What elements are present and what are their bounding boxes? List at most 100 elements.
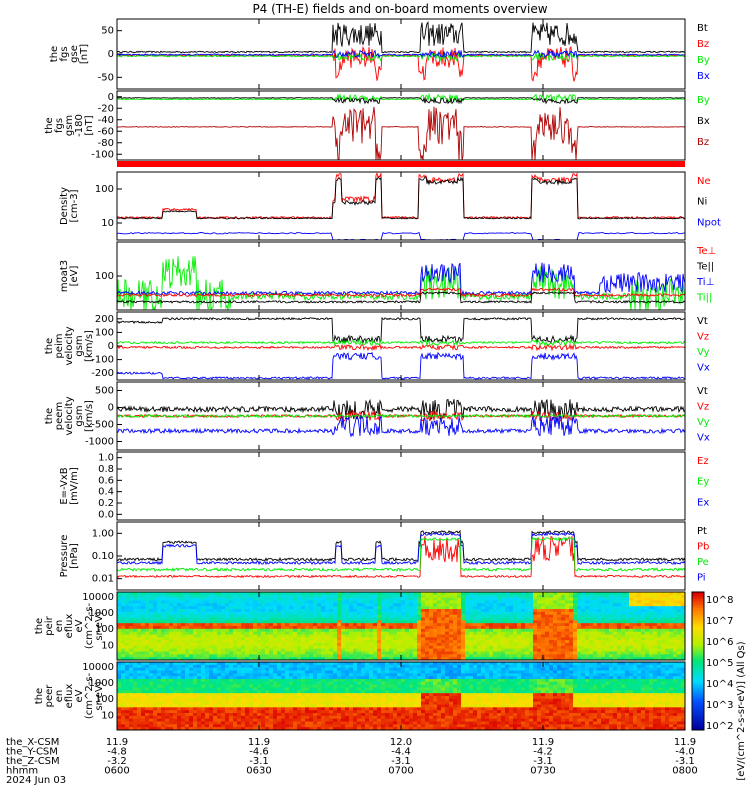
spectrogram-cell [653, 623, 658, 627]
spectrogram-cell [221, 721, 226, 725]
spectrogram-cell [605, 606, 610, 610]
spectrogram-cell [265, 713, 270, 717]
spectrogram-cell [381, 617, 386, 621]
spectrogram-cell [321, 640, 326, 644]
spectrogram-cell [385, 609, 390, 613]
spectrogram-cell [449, 640, 454, 644]
spectrogram-cell [269, 721, 274, 725]
spectrogram-cell [229, 628, 234, 633]
spectrogram-cell [293, 696, 298, 700]
spectrogram-cell [549, 609, 554, 613]
spectrogram-cell [257, 673, 262, 677]
spectrogram-cell [369, 597, 374, 601]
spectrogram-cell [153, 696, 158, 700]
spectrogram-cell [353, 651, 358, 655]
spectrogram-cell [673, 592, 678, 596]
spectrogram-cell [137, 640, 142, 644]
spectrogram-cell [365, 631, 370, 635]
spectrogram-cell [137, 634, 142, 638]
spectrogram-cell [181, 670, 186, 674]
spectrogram-cell [277, 640, 282, 644]
spectrogram-cell [665, 637, 670, 641]
spectrogram-cell [321, 662, 326, 666]
spectrogram-cell [345, 603, 350, 607]
spectrogram-cell [625, 592, 630, 596]
spectrogram-cell [181, 715, 186, 720]
spectrogram-cell [497, 628, 502, 633]
series-line [116, 290, 686, 304]
spectrogram-cell [497, 645, 502, 650]
spectrogram-cell [153, 676, 158, 680]
spectrogram-cell [641, 628, 646, 633]
spectrogram-cell [281, 698, 286, 703]
spectrogram-cell [457, 606, 462, 610]
spectrogram-cell [265, 690, 270, 694]
spectrogram-cell [137, 631, 142, 635]
spectrogram-cell [225, 721, 230, 725]
spectrogram-cell [417, 657, 422, 661]
spectrogram-cell [241, 617, 246, 621]
spectrogram-cell [253, 670, 258, 674]
spectrogram-cell [593, 620, 598, 624]
spectrogram-cell [253, 606, 258, 610]
spectrogram-cell [181, 707, 186, 711]
spectrogram-cell [325, 676, 330, 680]
spectrogram-cell [357, 631, 362, 635]
spectrogram-cell [657, 631, 662, 635]
spectrogram-cell [285, 687, 290, 691]
spectrogram-cell [633, 648, 638, 652]
spectrogram-cell [521, 623, 526, 627]
spectrogram-cell [661, 651, 666, 655]
spectrogram-cell [173, 662, 178, 666]
spectrogram-cell [477, 634, 482, 638]
spectrogram-cell [473, 628, 478, 633]
spectrogram-cell [157, 657, 162, 661]
spectrogram-cell [497, 620, 502, 624]
spectrogram-cell [361, 645, 366, 650]
spectrogram-cell [173, 701, 178, 705]
spectrogram-cell [513, 609, 518, 613]
spectrogram-cell [333, 634, 338, 638]
spectrogram-cell [417, 643, 422, 647]
spectrogram-cell [121, 724, 126, 728]
spectrogram-cell [313, 654, 318, 658]
spectrogram-cell [165, 662, 170, 666]
spectrogram-cell [585, 634, 590, 638]
spectrogram-cell [325, 614, 330, 618]
spectrogram-cell [385, 606, 390, 610]
spectrogram-cell [205, 673, 210, 677]
spectrogram-cell [265, 609, 270, 613]
spectrogram-cell [641, 626, 646, 630]
spectrogram-cell [253, 600, 258, 604]
spectrogram-cell [637, 645, 642, 650]
spectrogram-cell [197, 664, 202, 669]
spectrogram-cell [337, 640, 342, 644]
spectrogram-cell [481, 611, 486, 616]
spectrogram-cell [145, 687, 150, 691]
spectrogram-cell [645, 626, 650, 630]
spectrogram-cell [173, 597, 178, 601]
spectrogram-cell [173, 614, 178, 618]
spectrogram-cell [165, 715, 170, 720]
spectrogram-cell [197, 634, 202, 638]
spectrogram-cell [261, 637, 266, 641]
spectrogram-cell [285, 603, 290, 607]
spectrogram-cell [213, 611, 218, 616]
spectrogram-cell [457, 594, 462, 599]
spectrogram-cell [497, 606, 502, 610]
spectrogram-cell [329, 710, 334, 714]
spectrogram-cell [285, 698, 290, 703]
spectrogram-cell [225, 681, 230, 686]
spectrogram-cell [329, 673, 334, 677]
spectrogram-cell [305, 606, 310, 610]
spectrogram-cell [237, 643, 242, 647]
spectrogram-cell [221, 611, 226, 616]
spectrogram-cell [245, 623, 250, 627]
spectrogram-cell [121, 603, 126, 607]
spectrogram-cell [141, 718, 146, 722]
spectrogram-cell [217, 631, 222, 635]
spectrogram-cell [289, 670, 294, 674]
spectrogram-cell [549, 592, 554, 596]
spectrogram-cell [321, 623, 326, 627]
spectrogram-cell [421, 628, 426, 633]
